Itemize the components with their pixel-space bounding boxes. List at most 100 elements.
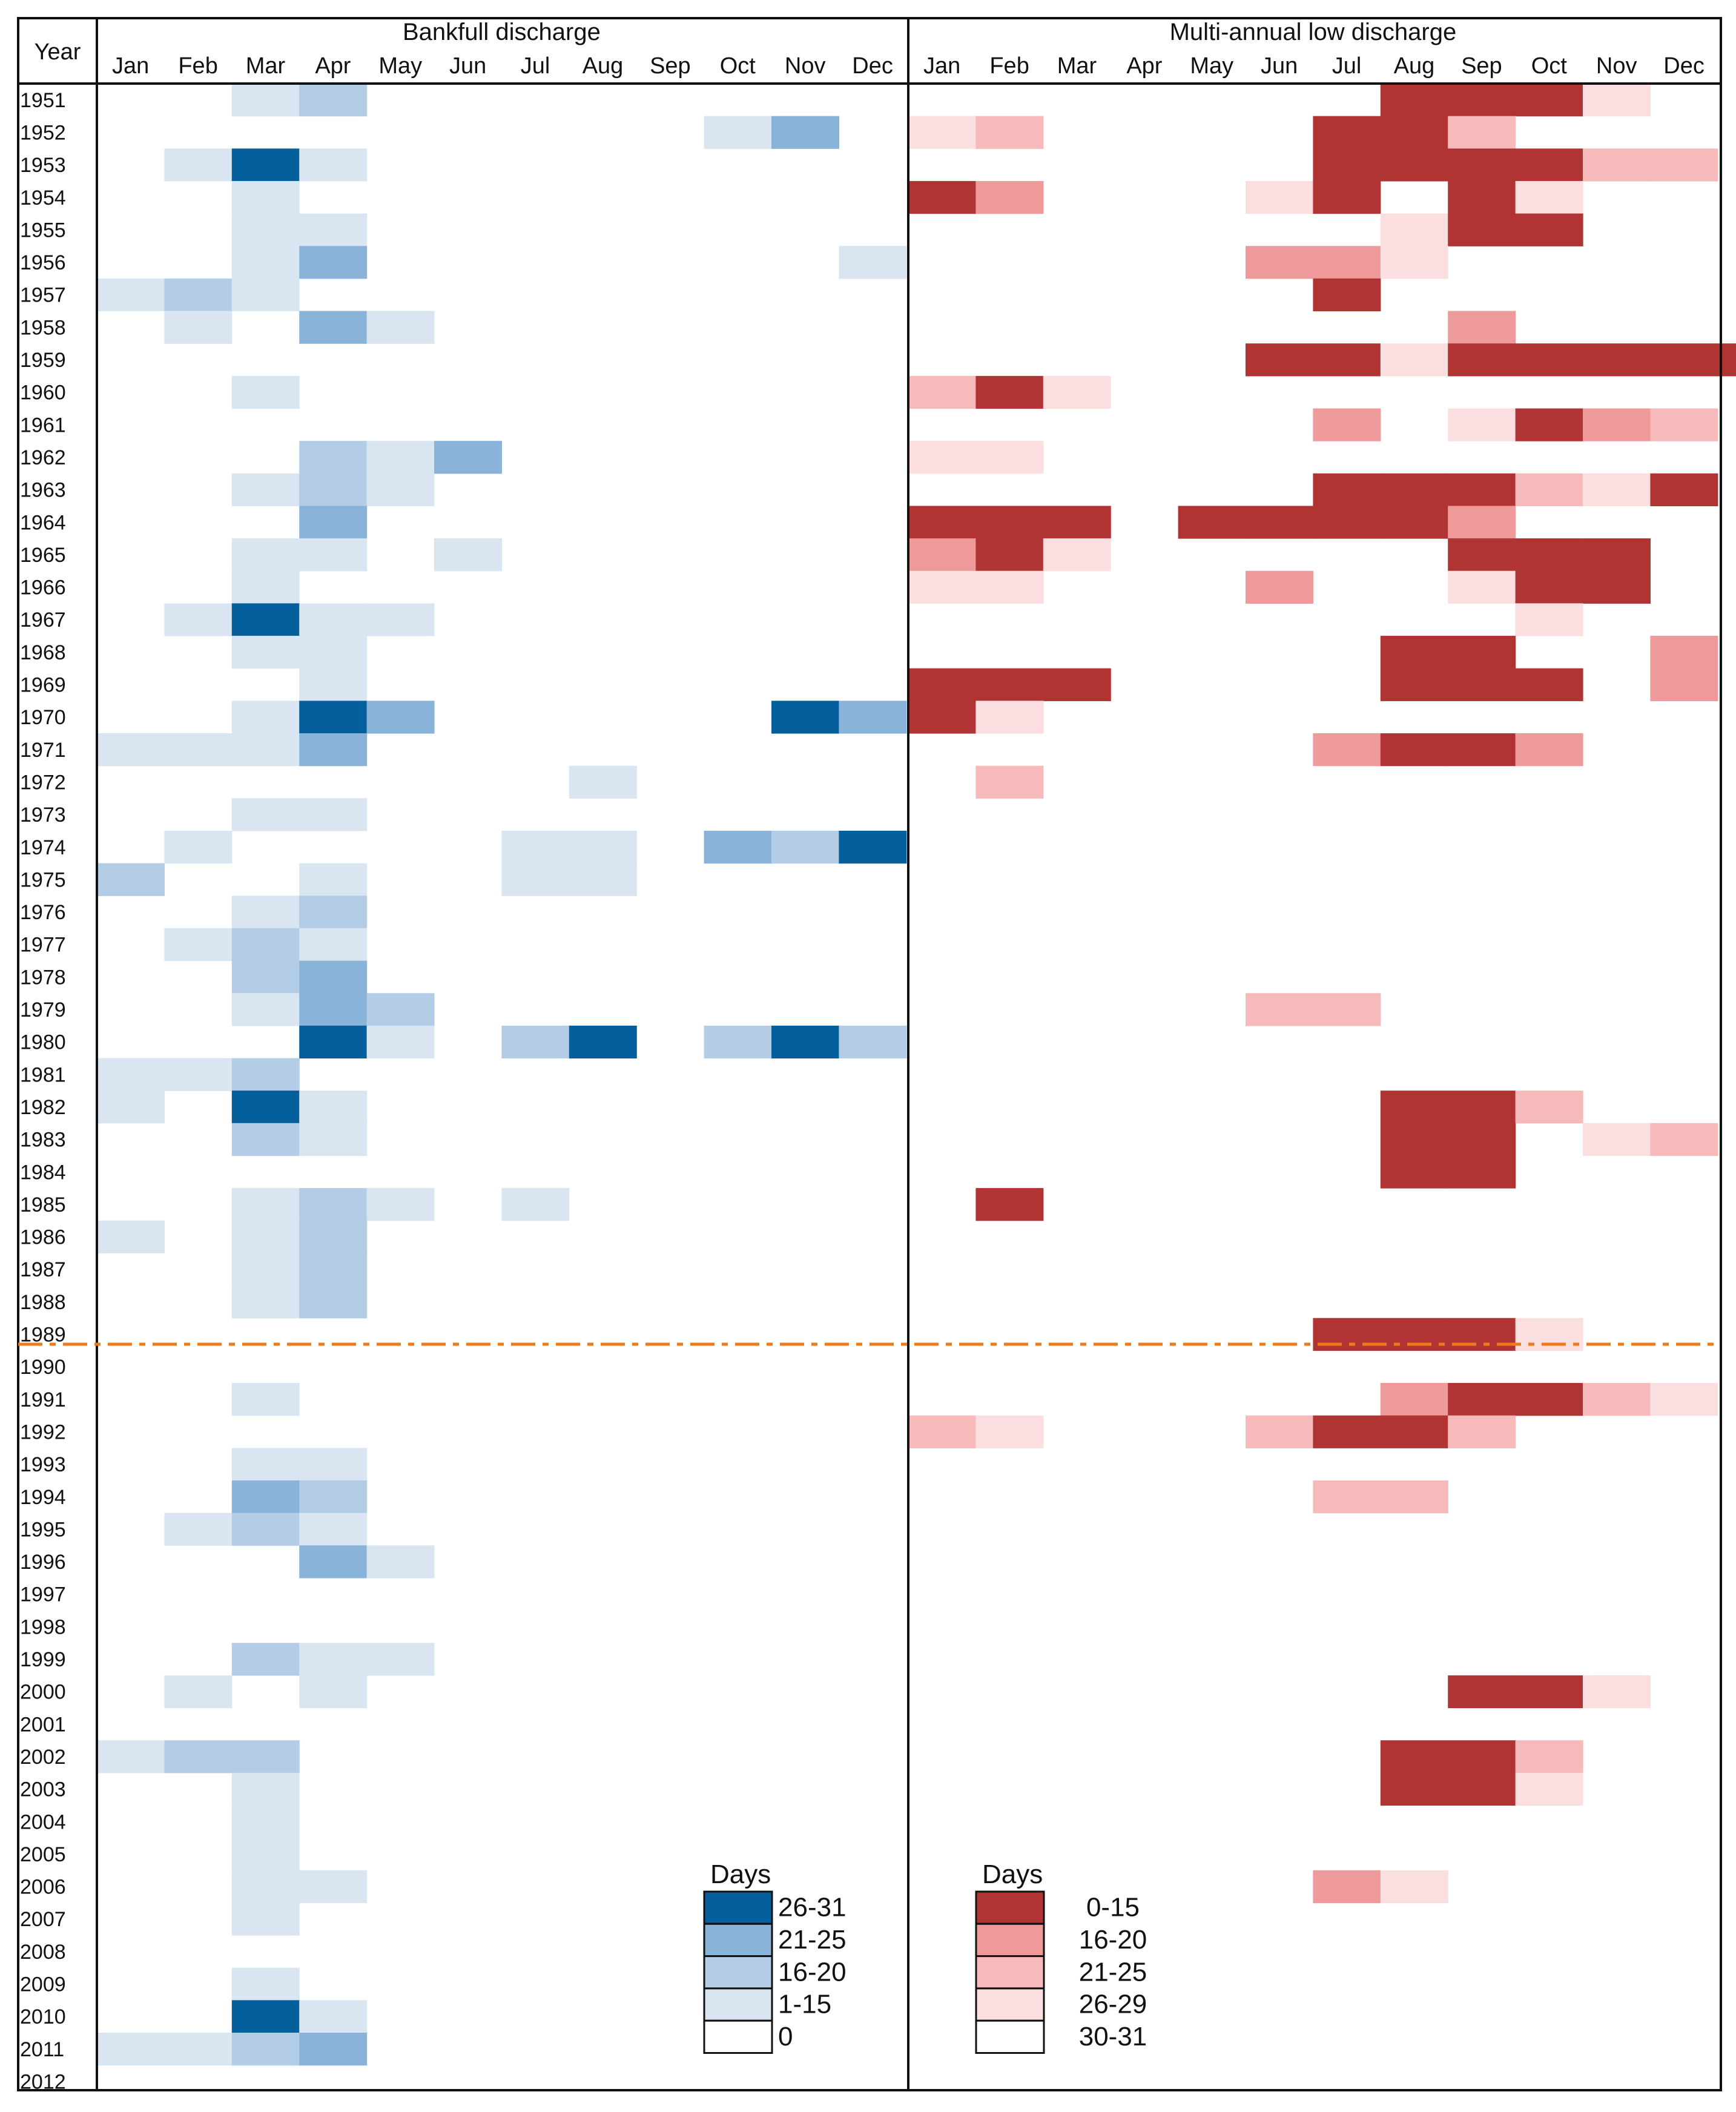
year-label: 1951 (20, 89, 66, 112)
heat-cell (299, 148, 368, 182)
month-label: Nov (1596, 53, 1637, 79)
heat-cell (299, 863, 368, 896)
heat-cell (299, 84, 368, 117)
heat-cell (1448, 180, 1516, 214)
month-label: Jun (1261, 53, 1298, 79)
heat-cell (299, 993, 368, 1026)
heat-cell (908, 180, 976, 214)
heat-cell (975, 1188, 1044, 1221)
month-label: Jan (923, 53, 960, 79)
year-label: 1970 (20, 706, 66, 729)
heat-cell (231, 1285, 300, 1319)
heat-cell (975, 701, 1044, 734)
heat-cell (1246, 1415, 1313, 1448)
year-label: 1969 (20, 674, 66, 697)
heat-cell (1380, 213, 1448, 246)
legend-swatch (975, 1922, 1045, 1958)
legend-swatch (975, 1955, 1045, 1990)
heat-cell (231, 1902, 300, 1936)
heat-cell (299, 1643, 368, 1676)
heat-cell (231, 1772, 300, 1806)
cells-layer (97, 84, 1736, 2066)
heat-cell (908, 668, 976, 701)
month-label: Jul (521, 53, 550, 79)
legend-label: 16-20 (778, 1957, 847, 1987)
heat-cell (231, 1188, 300, 1221)
heat-cell (299, 1123, 368, 1157)
heat-cell (1043, 506, 1111, 539)
year-label: 1957 (20, 284, 66, 307)
legend-label: 21-25 (1079, 1957, 1147, 1987)
legend-swatch (703, 1890, 773, 1925)
heat-cell (1515, 148, 1583, 182)
heat-cell (231, 2000, 300, 2033)
heat-cell (231, 993, 300, 1026)
heat-cell (299, 1545, 368, 1579)
heat-cell (1246, 180, 1313, 214)
heat-cell (366, 993, 435, 1026)
heat-cell (1380, 636, 1448, 669)
heat-cell (299, 441, 368, 474)
month-label: Jun (449, 53, 486, 79)
heat-cell (97, 1740, 165, 1774)
month-label: Dec (852, 53, 893, 79)
heat-cell (299, 2000, 368, 2033)
year-label: 1978 (20, 966, 66, 989)
heat-cell (231, 928, 300, 962)
heat-cell (1313, 148, 1381, 182)
heat-cell (1448, 1318, 1516, 1351)
heat-cell (1583, 473, 1651, 507)
heat-cell (1650, 636, 1718, 669)
heat-cell (299, 1220, 368, 1253)
heat-cell (231, 1091, 300, 1124)
heat-cell (366, 603, 435, 636)
heat-cell (1380, 1415, 1448, 1448)
heat-cell (299, 1285, 368, 1319)
heat-cell (366, 1643, 435, 1676)
heat-cell (501, 863, 570, 896)
month-label: Nov (785, 53, 826, 79)
legend-swatch (975, 1987, 1045, 2022)
year-label: 1961 (20, 414, 66, 437)
heat-cell (299, 1870, 368, 1903)
year-label: 1964 (20, 511, 66, 534)
year-label: 1952 (20, 121, 66, 144)
heat-cell (1313, 116, 1381, 149)
heat-cell (1515, 1091, 1583, 1124)
heat-cell (231, 1058, 300, 1091)
year-label: 1996 (20, 1551, 66, 1574)
legend-label: 0-15 (1086, 1893, 1140, 1922)
heat-cell (569, 765, 637, 799)
year-label: 2002 (20, 1746, 66, 1769)
heat-cell (1313, 1870, 1381, 1903)
heat-cell (1448, 473, 1516, 507)
heat-cell (1313, 993, 1381, 1026)
heat-cell (97, 863, 165, 896)
heat-cell (299, 2033, 368, 2066)
heat-cell (1583, 343, 1651, 377)
panel-title: Multi-annual low discharge (1170, 19, 1457, 45)
heat-cell (164, 278, 233, 312)
year-label: 1954 (20, 186, 66, 210)
year-label: 2006 (20, 1876, 66, 1899)
month-label: Feb (178, 53, 217, 79)
year-label: 2011 (20, 2038, 64, 2061)
month-label: Sep (650, 53, 691, 79)
month-label: May (378, 53, 422, 79)
heat-cell (1650, 1383, 1718, 1416)
year-label: 1994 (20, 1486, 66, 1509)
labels-layer: Year Bankfull discharge Jan Feb Mar Apr May Jun… (20, 19, 1705, 2093)
heat-cell (164, 2033, 233, 2066)
year-label: 2008 (20, 1941, 66, 1964)
heat-cell (164, 928, 233, 962)
legend-label: 1-15 (778, 1990, 831, 2019)
heat-cell (1448, 116, 1516, 149)
heat-cell (1515, 84, 1583, 117)
heat-cell (231, 733, 300, 767)
year-label: 1990 (20, 1356, 66, 1379)
heat-cell (231, 1805, 300, 1838)
year-label: 1976 (20, 901, 66, 924)
year-label: 1973 (20, 804, 66, 827)
year-label: 1966 (20, 576, 66, 599)
heat-cell (501, 1025, 570, 1059)
